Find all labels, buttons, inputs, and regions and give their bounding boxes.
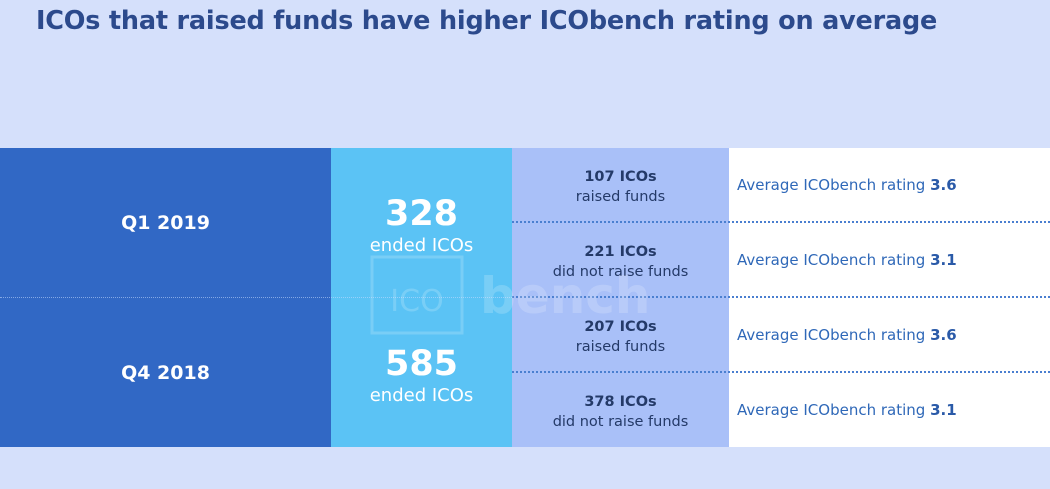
rating-label: Average ICObench rating (737, 401, 926, 419)
status-cell-not-raised: 378 ICOs did not raise funds (512, 373, 729, 447)
rating-cell: Average ICObench rating 3.6 (729, 298, 1050, 372)
ico-count: 378 ICOs (584, 394, 657, 410)
rating-cell: Average ICObench rating 3.1 (729, 223, 1050, 297)
rating-value: 3.6 (930, 176, 957, 194)
quarter-label: Q1 2019 (121, 211, 210, 234)
ended-icos-label: ended ICOs (369, 234, 474, 256)
ended-icos-label: ended ICOs (369, 384, 474, 406)
status-cell-raised: 107 ICOs raised funds (512, 148, 729, 222)
rating-label: Average ICObench rating (737, 326, 926, 344)
quarter-cell-q1-2019: Q1 2019 (0, 148, 331, 297)
rating-text: Average ICObench rating 3.1 (737, 251, 957, 269)
group-divider (512, 221, 1050, 223)
row-divider (0, 297, 512, 298)
rating-text: Average ICObench rating 3.1 (737, 401, 957, 419)
ico-count: 221 ICOs (584, 244, 657, 260)
ended-cell-q4-2018: 585 ended ICOs (331, 298, 512, 447)
status-cell-raised: 207 ICOs raised funds (512, 298, 729, 372)
rating-cell: Average ICObench rating 3.1 (729, 373, 1050, 447)
ended-icos-value: 328 (384, 193, 459, 234)
rating-text: Average ICObench rating 3.6 (737, 326, 957, 344)
ended-cell-q1-2019: 328 ended ICOs (331, 148, 512, 297)
rating-label: Average ICObench rating (737, 251, 926, 269)
group-divider (512, 371, 1050, 373)
rating-value: 3.6 (930, 326, 957, 344)
ended-icos-value: 585 (384, 343, 459, 384)
rating-text: Average ICObench rating 3.6 (737, 176, 957, 194)
funding-status-label: raised funds (575, 339, 666, 355)
funding-status-label: did not raise funds (552, 264, 689, 280)
chart-title: ICOs that raised funds have higher ICObe… (36, 6, 938, 36)
ico-table: Q1 2019 328 ended ICOs 107 ICOs raised f… (0, 148, 1050, 447)
status-cell-not-raised: 221 ICOs did not raise funds (512, 223, 729, 297)
quarter-cell-q4-2018: Q4 2018 (0, 298, 331, 447)
funding-status-label: raised funds (575, 189, 666, 205)
funding-status-label: did not raise funds (552, 414, 689, 430)
ico-count: 107 ICOs (584, 169, 657, 185)
rating-value: 3.1 (930, 251, 957, 269)
row-divider-dotted (512, 296, 1050, 298)
rating-cell: Average ICObench rating 3.6 (729, 148, 1050, 222)
quarter-label: Q4 2018 (121, 361, 210, 384)
rating-label: Average ICObench rating (737, 176, 926, 194)
rating-value: 3.1 (930, 401, 957, 419)
ico-count: 207 ICOs (584, 319, 657, 335)
